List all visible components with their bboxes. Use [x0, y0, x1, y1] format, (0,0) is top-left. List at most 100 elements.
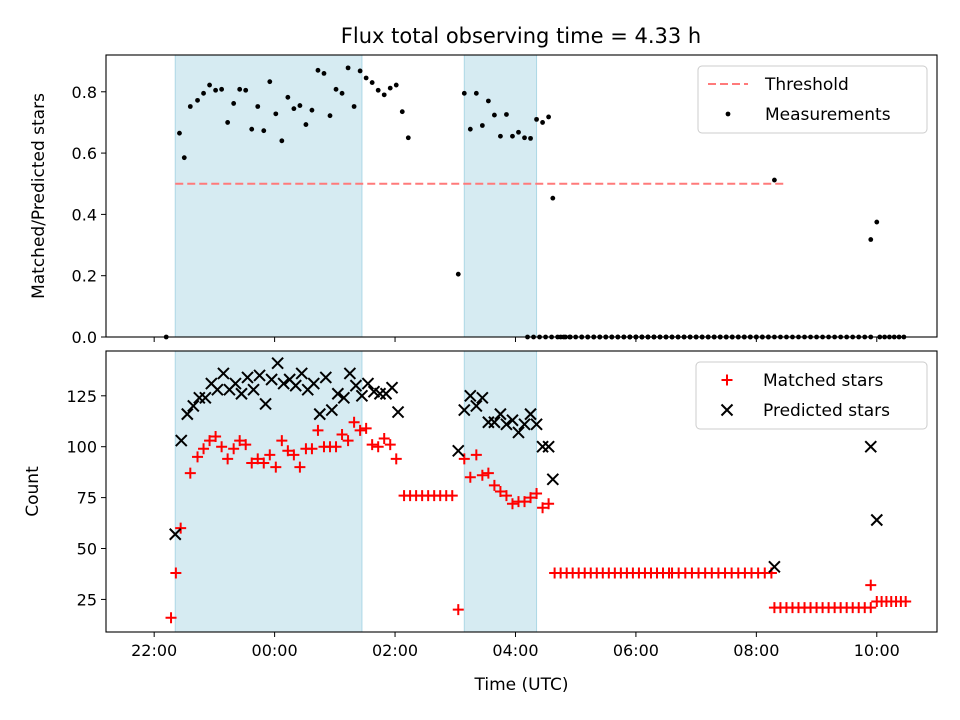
matched-point	[198, 443, 210, 455]
measurement-point	[522, 135, 527, 141]
x-tick-label: 00:00	[252, 641, 298, 660]
predicted-point	[355, 389, 369, 403]
measurement-point	[177, 130, 182, 136]
matched-point	[865, 602, 877, 614]
bottom-axis-ticks: 25 50 75 100 125 22:00 00:00 02:00 04:00 06:00 08:…	[66, 387, 899, 660]
y-tick-label: 0.6	[72, 144, 97, 163]
top-panel: 0.00.20.40.60.8 Matched/Predicted stars …	[29, 54, 938, 347]
measurement-point	[237, 86, 243, 92]
matched-point	[282, 445, 294, 457]
matched-point	[500, 490, 512, 502]
predicted-point	[864, 440, 877, 453]
predicted-point	[391, 405, 405, 419]
legend-box	[695, 361, 928, 430]
predicted-point	[247, 383, 260, 396]
matched-point	[330, 441, 342, 453]
predicted-point	[217, 367, 230, 380]
matched-point	[446, 490, 458, 502]
measurement-point	[243, 87, 249, 93]
legend-predicted-swatch	[720, 403, 734, 417]
matched-point	[470, 449, 482, 461]
matched-point	[246, 457, 258, 469]
matched-point	[240, 439, 252, 451]
matched-point	[258, 457, 270, 469]
predicted-point	[464, 389, 477, 403]
measurement-point	[291, 106, 297, 112]
predicted-point	[181, 407, 194, 421]
measurement-point	[207, 82, 212, 88]
measurement-point	[201, 90, 206, 96]
measurement-point	[339, 90, 345, 96]
matched-point	[234, 435, 246, 447]
y-tick-label: 0.0	[72, 328, 97, 347]
matched-point	[216, 441, 228, 453]
measurement-point	[473, 90, 479, 96]
matched-point	[537, 502, 549, 514]
measurement-point	[187, 104, 193, 109]
predicted-point	[271, 357, 284, 370]
measurement-point	[516, 129, 521, 135]
y-tick-label: 75	[77, 489, 97, 508]
measurement-point	[219, 86, 225, 92]
predicted-point	[169, 528, 182, 541]
matched-point	[276, 435, 288, 447]
matched-point	[184, 467, 196, 479]
matched-point	[264, 449, 276, 461]
predicted-point	[325, 403, 339, 417]
legend-matched-label: Matched stars	[763, 371, 883, 391]
predicted-point	[259, 397, 272, 411]
matched-point	[543, 498, 555, 510]
measurement-point	[874, 219, 880, 225]
matched-point	[348, 416, 360, 428]
x-tick-label: 08:00	[733, 641, 779, 660]
matched-point	[170, 567, 182, 579]
legend-measurements-swatch	[725, 111, 731, 117]
legend-matched-swatch	[721, 374, 733, 386]
matched-point	[270, 461, 282, 473]
matched-point	[476, 469, 488, 481]
measurement-point	[267, 79, 273, 85]
measurement-point	[249, 126, 255, 132]
measurement-point	[528, 135, 533, 141]
x-tick-label: 06:00	[613, 641, 659, 660]
matched-point	[165, 612, 177, 624]
predicted-point	[187, 399, 200, 413]
matched-point	[482, 467, 494, 479]
measurement-point	[510, 133, 515, 139]
predicted-point	[277, 377, 290, 390]
bottom-y-axis-label: Count	[23, 466, 43, 517]
predicted-point	[768, 560, 781, 574]
matched-point	[384, 439, 396, 451]
predicted-point	[536, 440, 549, 453]
predicted-point	[241, 371, 254, 384]
measurement-point	[479, 123, 485, 128]
measurement-point	[381, 92, 387, 98]
measurement-point	[357, 68, 363, 74]
predicted-point	[506, 414, 519, 427]
y-tick-label: 50	[77, 540, 97, 559]
measurement-point	[498, 133, 503, 139]
y-tick-label: 125	[66, 387, 97, 406]
predicted-point	[518, 418, 531, 431]
matched-point	[306, 443, 318, 455]
predicted-point	[458, 403, 471, 417]
y-tick-label: 0.2	[72, 267, 97, 286]
predicted-point	[452, 444, 465, 457]
predicted-point	[870, 513, 883, 527]
predicted-point	[385, 381, 399, 394]
matched-point	[494, 486, 506, 497]
measurement-point	[405, 135, 411, 141]
measurement-point	[327, 113, 333, 119]
matched-point	[222, 453, 234, 465]
measurement-point	[309, 107, 315, 113]
predicted-point	[530, 418, 543, 431]
observing-window	[463, 54, 538, 338]
matched-point	[294, 461, 306, 473]
matched-point	[336, 428, 348, 440]
measurement-point	[333, 86, 339, 92]
measurement-point	[485, 98, 491, 104]
measurement-point	[315, 67, 321, 73]
measurement-point	[231, 101, 237, 106]
legend-box	[697, 65, 928, 134]
measurement-point	[375, 87, 381, 93]
